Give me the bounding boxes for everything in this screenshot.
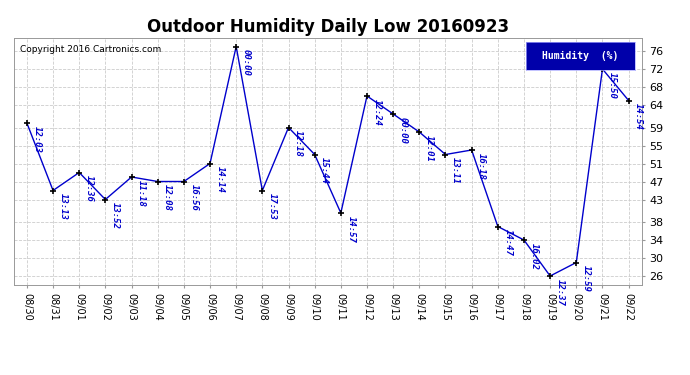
Text: 16:02: 16:02 [529,243,538,270]
Title: Outdoor Humidity Daily Low 20160923: Outdoor Humidity Daily Low 20160923 [147,18,509,36]
Text: 12:18: 12:18 [294,130,303,157]
Text: 14:14: 14:14 [215,166,224,193]
Text: 00:00: 00:00 [399,117,408,144]
Text: 12:37: 12:37 [555,279,564,306]
Text: 13:52: 13:52 [111,202,120,229]
Text: 16:18: 16:18 [477,153,486,180]
Text: 14:47: 14:47 [504,229,513,256]
Text: 12:08: 12:08 [164,184,172,211]
Text: 11:18: 11:18 [137,180,146,207]
Text: 14:57: 14:57 [346,216,355,243]
Text: 12:59: 12:59 [582,265,591,292]
Text: 12:36: 12:36 [85,175,94,202]
Text: 12:24: 12:24 [373,99,382,126]
Text: 17:53: 17:53 [268,193,277,220]
Text: 13:11: 13:11 [451,157,460,184]
Text: 15:44: 15:44 [320,157,329,184]
Text: 14:54: 14:54 [634,103,643,130]
Text: 12:01: 12:01 [425,135,434,162]
Text: 15:50: 15:50 [608,72,617,99]
Text: 13:13: 13:13 [59,193,68,220]
Text: 12:03: 12:03 [32,126,41,153]
Text: 00:00: 00:00 [241,49,250,76]
Text: 16:56: 16:56 [190,184,199,211]
Text: Copyright 2016 Cartronics.com: Copyright 2016 Cartronics.com [20,45,161,54]
